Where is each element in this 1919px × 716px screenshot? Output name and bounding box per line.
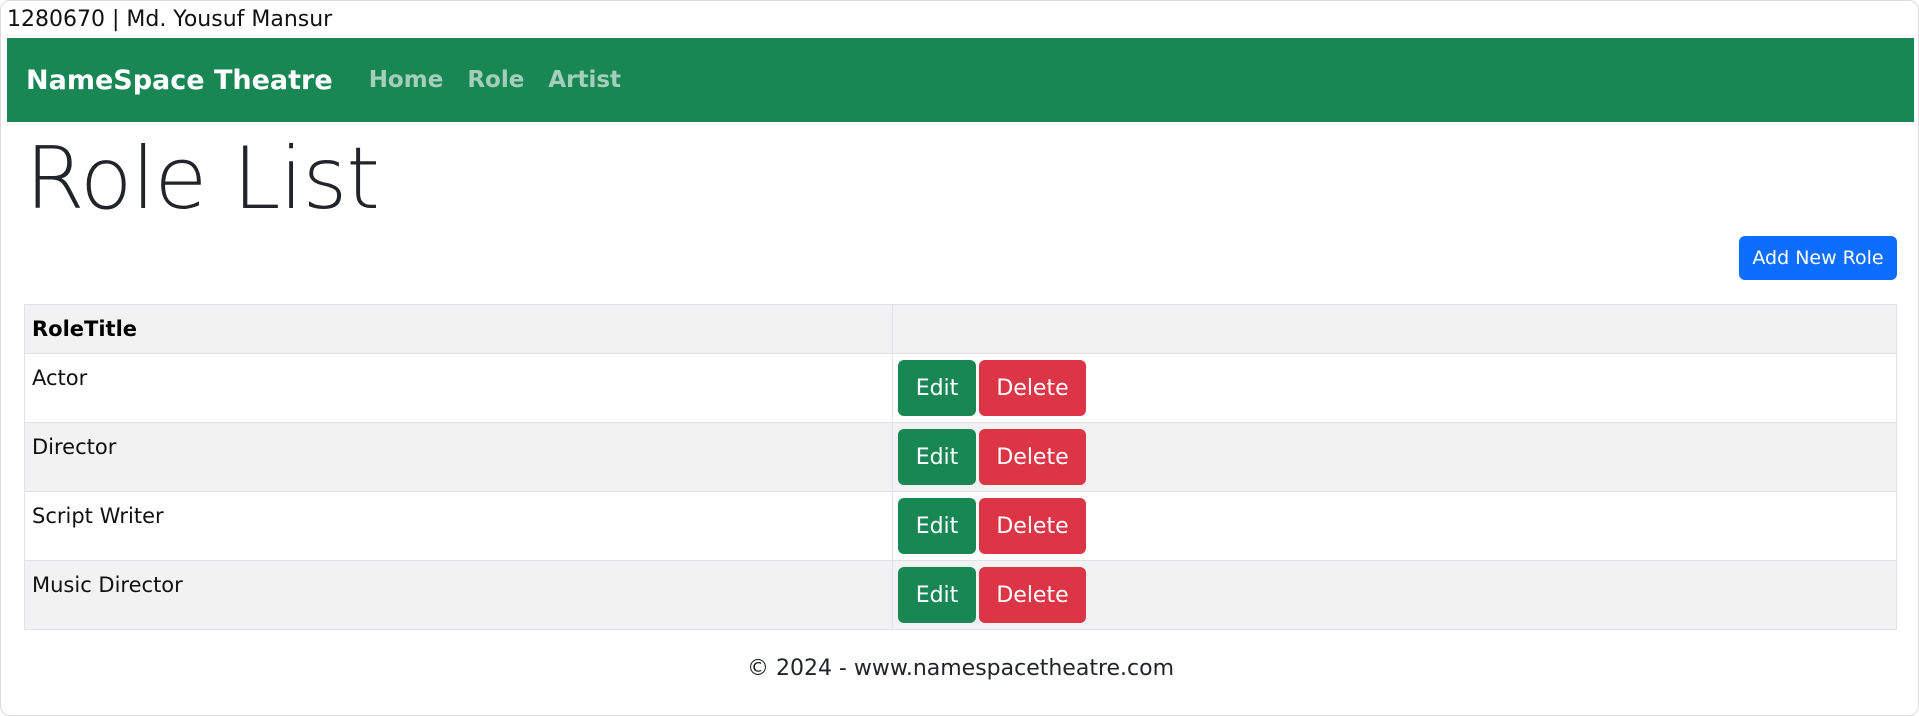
actions-cell: Edit Delete [892, 422, 1897, 492]
nav-link-home[interactable]: Home [368, 67, 444, 93]
edit-button[interactable]: Edit [898, 567, 976, 623]
table-header-row: RoleTitle [24, 304, 1897, 354]
nav-link-role[interactable]: Role [467, 67, 525, 93]
edit-button[interactable]: Edit [898, 360, 976, 416]
role-title-cell: Director [24, 422, 893, 492]
delete-button[interactable]: Delete [979, 360, 1086, 416]
table-row: Director Edit Delete [24, 422, 1897, 492]
column-header-roletitle: RoleTitle [24, 304, 893, 354]
nav-links: Home Role Artist [369, 67, 621, 93]
column-header-actions [892, 304, 1897, 354]
footer-copyright: © 2024 - www.namespacetheatre.com [746, 656, 1175, 681]
actions-cell: Edit Delete [892, 560, 1897, 630]
student-id-header: 1280670 | Md. Yousuf Mansur [7, 7, 333, 32]
table-row: Script Writer Edit Delete [24, 491, 1897, 561]
delete-button[interactable]: Delete [979, 429, 1086, 485]
delete-button[interactable]: Delete [979, 567, 1086, 623]
table-row: Actor Edit Delete [24, 353, 1897, 423]
roles-table: RoleTitle Actor Edit Delete Director Edit… [24, 304, 1897, 630]
role-title-cell: Actor [24, 353, 893, 423]
navbar: NameSpace Theatre Home Role Artist [7, 38, 1914, 122]
role-title-cell: Script Writer [24, 491, 893, 561]
add-new-role-button[interactable]: Add New Role [1739, 236, 1897, 280]
actions-cell: Edit Delete [892, 491, 1897, 561]
table-row: Music Director Edit Delete [24, 560, 1897, 630]
nav-link-artist[interactable]: Artist [548, 67, 622, 93]
edit-button[interactable]: Edit [898, 498, 976, 554]
edit-button[interactable]: Edit [898, 429, 976, 485]
actions-cell: Edit Delete [892, 353, 1897, 423]
navbar-brand[interactable]: NameSpace Theatre [26, 64, 333, 96]
page-title: Role List [25, 129, 380, 229]
role-title-cell: Music Director [24, 560, 893, 630]
delete-button[interactable]: Delete [979, 498, 1086, 554]
